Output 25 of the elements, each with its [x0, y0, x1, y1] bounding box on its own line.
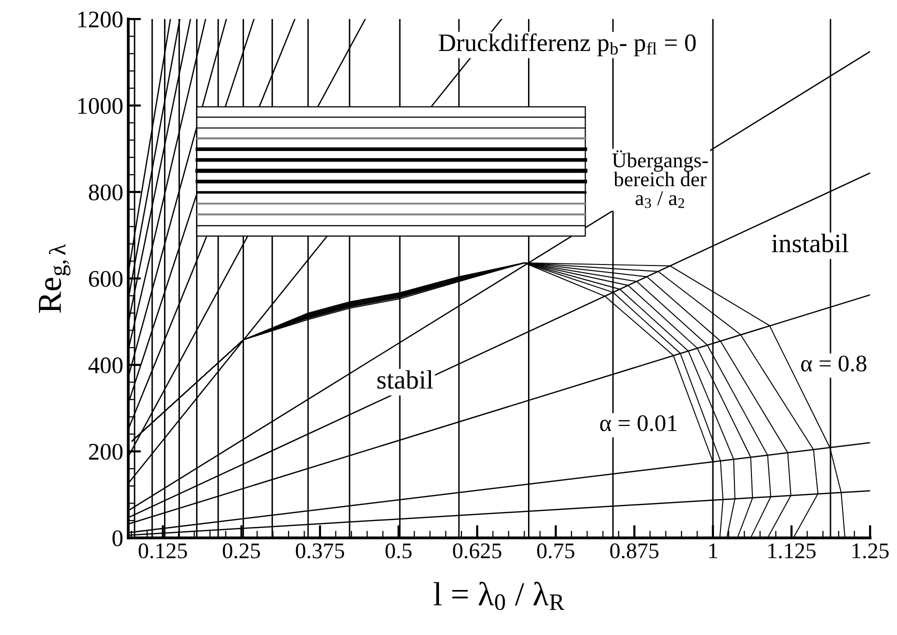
- x-tick-label: 0.25: [222, 543, 260, 558]
- annotation: α = 0.8: [801, 356, 866, 372]
- x-tick-label: 0.375: [296, 543, 344, 558]
- x-tick-label: 1.25: [852, 543, 889, 558]
- x-tick-label: 0.125: [138, 543, 187, 558]
- y-tick-label: 600: [89, 270, 123, 287]
- annotation: instabil: [772, 234, 848, 252]
- y-tick-label: 1000: [78, 98, 123, 114]
- x-axis-title: l = λ$_{0}$ / λ$_{R}$: [434, 582, 564, 610]
- annotation: Druckdifferenz p$_{b}$- p$_{fl}$ = 0: [438, 33, 696, 56]
- x-tick-label: 1.125: [768, 543, 816, 558]
- y-tick-label: 400: [88, 357, 123, 374]
- y-tick-label: 1200: [78, 12, 123, 28]
- x-tick-label: 0.5: [386, 543, 412, 558]
- x-tick-label: 0.875: [610, 543, 658, 558]
- x-tick-label: 0.75: [537, 543, 574, 558]
- annotation: α = 0.01: [600, 415, 677, 432]
- annotation: Übergangs- bereich der a$_{3}$ / a$_{2}$: [612, 150, 708, 208]
- annotation: stabil: [377, 370, 434, 389]
- y-axis-title: Re$_{g,λ}$: [38, 244, 70, 313]
- y-tick-label: 200: [89, 444, 123, 460]
- y-tick-label: 800: [88, 184, 123, 200]
- y-tick-label: 0: [112, 530, 123, 546]
- x-tick-label: 0.625: [453, 543, 502, 558]
- x-tick-label: 1: [709, 543, 718, 558]
